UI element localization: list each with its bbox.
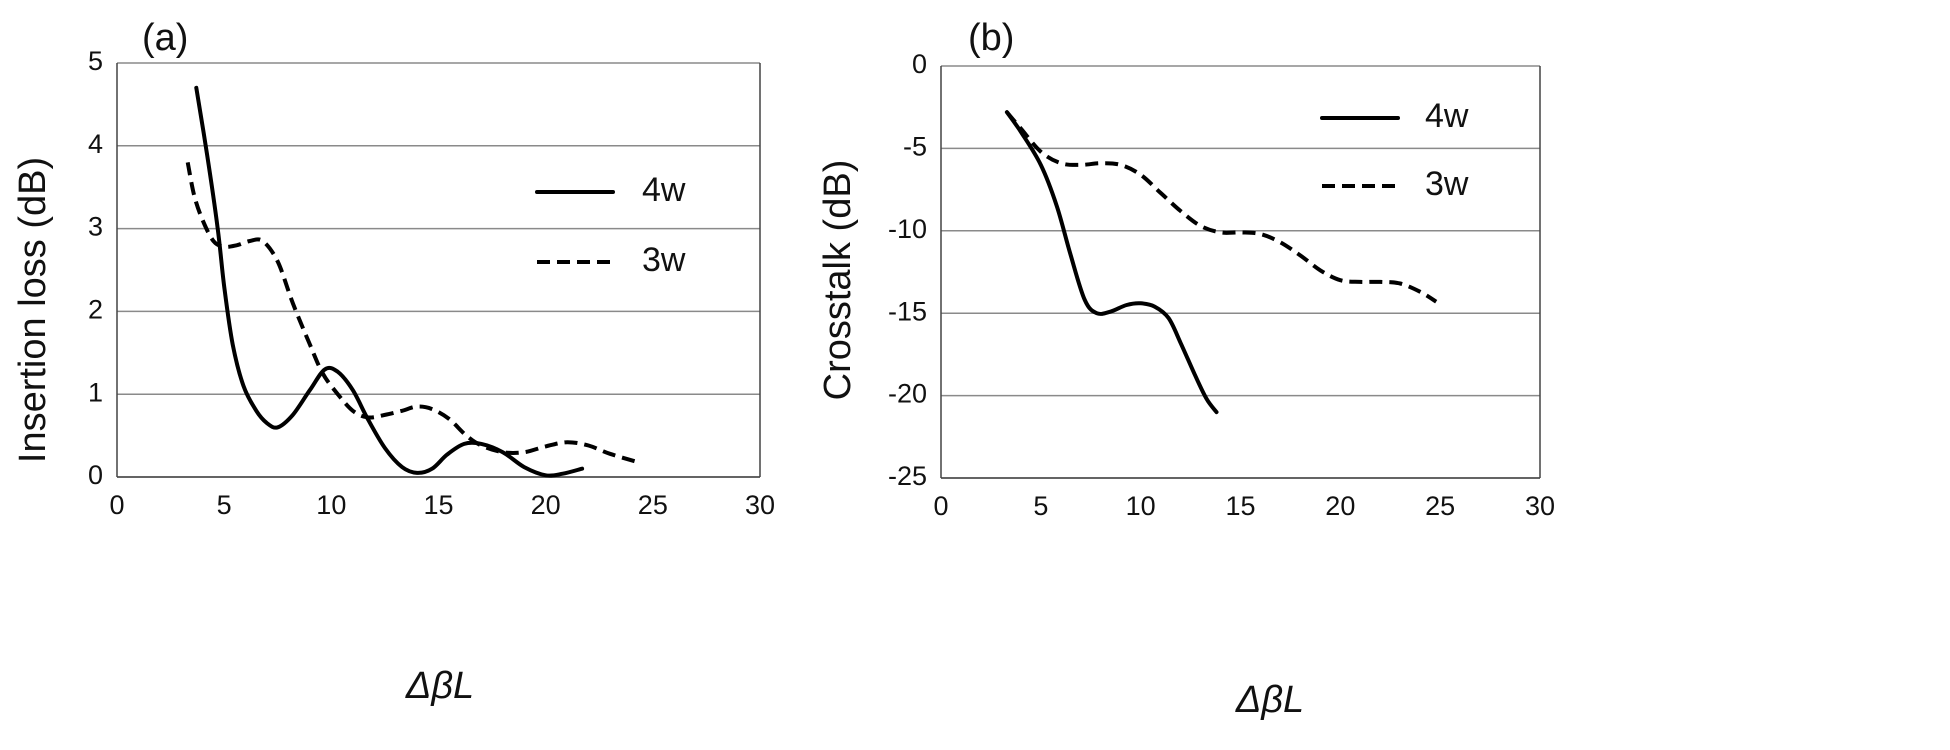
panel-b-legend: 4w 3w [1320, 97, 1469, 203]
panel-b-crosstalk: (b) 0 -5 -10 -15 -20 -25 0 5 10 15 20 25 30 4w 3w Δβ… [817, 17, 1555, 721]
panel-a-y-tick-labels: 0 1 2 3 4 5 [88, 46, 103, 490]
panel-a-legend-label-4w: 4w [642, 171, 686, 209]
panel-b-y-tick-labels: 0 -5 -10 -15 -20 -25 [888, 49, 927, 491]
panel-a-insertion-loss: (a) 0 1 2 3 4 5 0 5 10 15 20 25 30 4w 3w ΔβL Inserti… [12, 17, 775, 707]
panel-a-legend-label-3w: 3w [642, 241, 686, 279]
panel-a-x-tick-labels: 0 5 10 15 20 25 30 [109, 490, 775, 520]
panel-b-series-3w-line [1005, 110, 1438, 304]
panel-b-x-tick-1: 5 [1033, 491, 1048, 521]
panel-b-x-tick-0: 0 [933, 491, 948, 521]
panel-b-legend-label-4w: 4w [1425, 97, 1469, 135]
panel-b-y-tick-3: -15 [888, 296, 927, 326]
panel-a-x-tick-2: 10 [316, 490, 346, 520]
panel-b-legend-label-3w: 3w [1425, 165, 1469, 203]
panel-a-y-tick-4: 4 [88, 129, 103, 159]
panel-a-y-tick-5: 5 [88, 46, 103, 76]
panel-b-y-tick-4: -20 [888, 379, 927, 409]
panel-b-y-axis-title: Crosstalk (dB) [817, 160, 859, 401]
panel-a-axes [116, 63, 761, 478]
panel-a-series-3w-line [185, 162, 639, 465]
panel-label-a: (a) [142, 17, 188, 59]
panel-label-b: (b) [968, 17, 1014, 59]
panel-b-axes [940, 66, 1541, 479]
panel-a-y-tick-2: 2 [88, 295, 103, 325]
panel-b-x-tick-4: 20 [1325, 491, 1355, 521]
panel-b-y-tick-0: 0 [912, 49, 927, 79]
panel-b-x-axis-title: ΔβL [1235, 679, 1304, 721]
panel-b-y-tick-1: -5 [903, 132, 927, 162]
panel-a-x-axis-title: ΔβL [405, 665, 474, 707]
panel-b-series [1004, 110, 1438, 415]
panel-b-y-tick-5: -25 [888, 461, 927, 491]
panel-a-y-tick-0: 0 [88, 460, 103, 490]
panel-a-x-tick-5: 25 [638, 490, 668, 520]
panel-b-x-tick-labels: 0 5 10 15 20 25 30 [933, 491, 1555, 521]
panel-b-x-tick-3: 15 [1225, 491, 1255, 521]
panel-b-series-4w-line [1004, 110, 1219, 415]
panel-a-x-tick-6: 30 [745, 490, 775, 520]
panel-b-x-tick-6: 30 [1525, 491, 1555, 521]
panel-a-legend: 4w 3w [535, 171, 686, 279]
panel-b-y-tick-2: -10 [888, 214, 927, 244]
panel-b-x-tick-2: 10 [1126, 491, 1156, 521]
panel-a-y-tick-1: 1 [88, 377, 103, 407]
panel-a-x-tick-0: 0 [109, 490, 124, 520]
panel-a-x-tick-3: 15 [423, 490, 453, 520]
panel-a-x-tick-1: 5 [217, 490, 232, 520]
panel-b-x-tick-5: 25 [1425, 491, 1455, 521]
panel-a-x-tick-4: 20 [531, 490, 561, 520]
panel-a-y-tick-3: 3 [88, 212, 103, 242]
panel-a-series [185, 85, 639, 478]
panel-a-y-axis-title: Insertion loss (dB) [12, 157, 54, 463]
